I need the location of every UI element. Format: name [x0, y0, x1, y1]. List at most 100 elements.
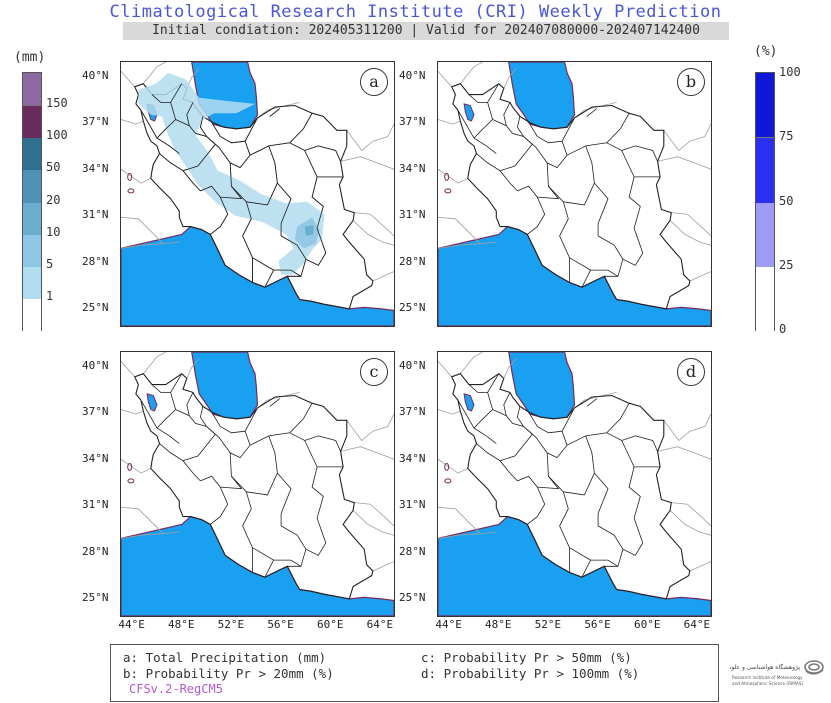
inland-lake [444, 462, 450, 471]
lat-tick-label: 40°N [82, 68, 109, 82]
iran-border [450, 82, 691, 310]
lat-tick-label: 31°N [399, 208, 426, 222]
province-border [546, 162, 570, 283]
province-border [156, 392, 177, 429]
neighbor-border [121, 533, 164, 539]
logo-text-fa: پژوهشگاه هواشناسی و علوم جو [730, 663, 800, 671]
colorbar-tick-label: 100 [779, 65, 801, 79]
lat-tick-label: 40°N [82, 358, 109, 372]
legend-d: d: Probability Pr > 100mm (%) [421, 666, 640, 681]
page-title: Climatological Research Institute (CRI) … [109, 2, 722, 22]
neighbor-border [352, 510, 394, 536]
neighbor-border [340, 446, 394, 460]
neighbor-border [438, 168, 468, 184]
province-border [476, 443, 518, 482]
panel-legend: a: Total Precipitation (mm) b: Probabili… [110, 644, 719, 702]
province-border [468, 83, 500, 103]
colorbar-tick-label: 1 [46, 288, 54, 303]
province-border [569, 257, 591, 271]
neighbor-border [121, 119, 144, 125]
inland-lake [444, 188, 452, 194]
province-border [182, 434, 216, 462]
province-border [200, 185, 229, 235]
iran-border [133, 372, 374, 600]
province-border [151, 83, 183, 103]
neighbor-border [669, 220, 711, 246]
province-border [206, 426, 251, 459]
province-border [503, 392, 511, 416]
province-border [621, 440, 661, 468]
neighbor-border [574, 102, 617, 119]
neighbor-border [352, 220, 394, 246]
province-border [159, 443, 201, 482]
neighbor-border [438, 409, 461, 415]
rimas-logo-icon: پژوهشگاه هواشناسی و علوم جو Research Ins… [718, 660, 824, 686]
neighbor-border [346, 123, 394, 152]
lat-tick-label: 40°N [399, 358, 426, 372]
neighbor-border [503, 357, 517, 379]
lon-tick-label: 64°E [366, 618, 394, 631]
province-border [304, 150, 344, 178]
province-border [537, 185, 560, 200]
neighbor-border [121, 506, 180, 535]
province-border [182, 144, 216, 172]
colorbar-tick-label: 25 [779, 257, 794, 272]
colorbar-segment [23, 105, 41, 139]
neighbor-border [438, 216, 497, 245]
neighbor-border [663, 123, 711, 152]
lake-urmia [463, 393, 475, 412]
neighbor-border [257, 392, 300, 409]
province-border [492, 409, 533, 435]
province-border [546, 452, 570, 573]
lat-tick-label: 31°N [82, 498, 109, 512]
lat-tick-label: 37°N [82, 115, 109, 129]
logo-text-en-1: Research Institute of Meteorology [732, 675, 803, 680]
province-border [566, 435, 609, 526]
colorbar-tick-label: 50 [46, 160, 61, 175]
neighbor-border [459, 352, 483, 374]
lat-tick-label: 34°N [82, 161, 109, 175]
province-border [268, 113, 313, 147]
province-border [246, 472, 278, 496]
neighbor-border [657, 156, 711, 170]
neighbor-border [669, 510, 711, 536]
neighbor-border [340, 156, 394, 170]
neighbor-border [438, 71, 452, 88]
lat-tick-label: 34°N [399, 451, 426, 465]
province-border [280, 466, 327, 556]
iran-basemap-c [121, 352, 394, 616]
colorbar-tick-label: 5 [46, 256, 54, 271]
province-border [264, 269, 302, 288]
caspian-sea [508, 352, 576, 420]
panel-letter-c: c [360, 358, 388, 386]
province-border [220, 475, 243, 490]
lon-tick-label: 64°E [683, 618, 711, 631]
lon-tick-label: 60°E [316, 618, 344, 631]
province-border [252, 257, 274, 271]
lat-tick-label: 28°N [399, 544, 426, 558]
lat-tick-label: 25°N [82, 301, 109, 315]
map-panel-c: c [120, 351, 395, 617]
inland-lake [127, 478, 135, 484]
province-border [529, 117, 575, 144]
lat-tick-label: 40°N [399, 68, 426, 82]
neighbor-border [671, 212, 711, 237]
inland-lake [127, 172, 133, 181]
lon-tick-label: 44°E [118, 618, 145, 631]
lon-tick-label: 56°E [267, 618, 294, 631]
neighbor-border [354, 212, 394, 237]
province-border [604, 549, 624, 567]
province-border [212, 407, 258, 434]
inland-lake [444, 172, 450, 181]
neighbor-border [574, 392, 617, 409]
map-panel-b: b [437, 61, 712, 327]
persian-gulf [438, 225, 711, 326]
caspian-sea [191, 352, 259, 420]
neighbor-border [438, 119, 461, 125]
model-name: CFSv.2-RegCM5 [129, 682, 223, 696]
persian-gulf [121, 515, 394, 616]
panel-letter-d: d [677, 358, 705, 386]
province-border [516, 406, 524, 427]
neighbor-border [121, 71, 135, 88]
legend-b: b: Probability Pr > 20mm (%) [123, 666, 334, 681]
